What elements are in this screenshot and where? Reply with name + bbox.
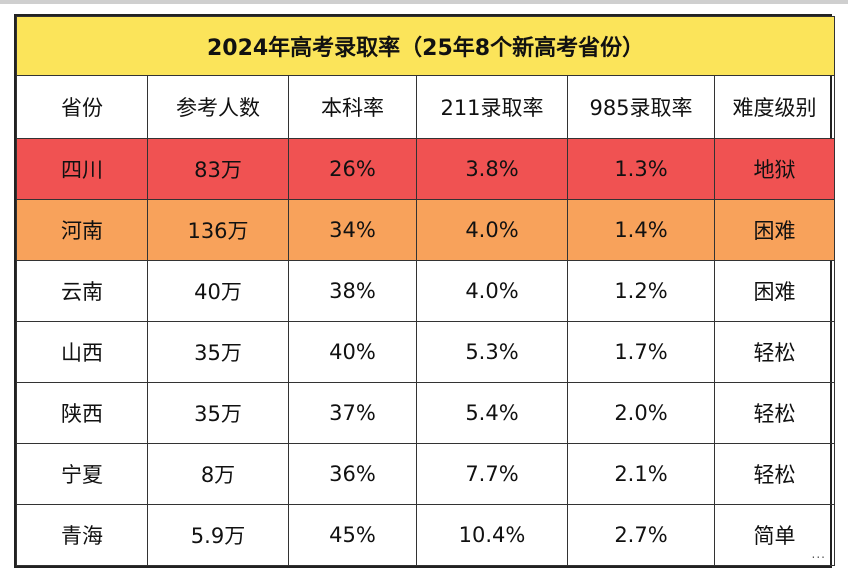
cell-211-rate: 4.0% — [416, 199, 568, 261]
cell-province: 河南 — [16, 199, 148, 261]
cell-difficulty: 轻松 — [713, 321, 836, 383]
cell-difficulty: 困难 — [713, 199, 836, 261]
cell-examinees: 35万 — [147, 382, 289, 444]
cell-985-rate: 1.7% — [567, 321, 715, 383]
cell-211-rate: 7.7% — [416, 443, 568, 505]
cell-211-rate: 5.3% — [416, 321, 568, 383]
table-row: 青海 5.9万 45% 10.4% 2.7% 简单 — [16, 504, 836, 566]
cell-province: 云南 — [16, 260, 148, 322]
cell-211-rate: 10.4% — [416, 504, 568, 566]
cell-bachelor-rate: 40% — [288, 321, 417, 383]
header-examinees: 参考人数 — [147, 75, 289, 139]
cell-province: 四川 — [16, 138, 148, 200]
cell-985-rate: 2.0% — [567, 382, 715, 444]
cell-examinees: 136万 — [147, 199, 289, 261]
cell-examinees: 83万 — [147, 138, 289, 200]
header-bachelor-rate: 本科率 — [288, 75, 417, 139]
cell-985-rate: 2.1% — [567, 443, 715, 505]
table-title-row: 2024年高考录取率（25年8个新高考省份） — [15, 16, 836, 76]
table-row: 宁夏 8万 36% 7.7% 2.1% 轻松 — [16, 443, 836, 505]
cell-province: 宁夏 — [16, 443, 148, 505]
header-211-rate: 211录取率 — [416, 75, 568, 139]
cell-985-rate: 2.7% — [567, 504, 715, 566]
cell-province: 山西 — [16, 321, 148, 383]
table-row: 四川 83万 26% 3.8% 1.3% 地狱 — [16, 138, 836, 200]
cell-province: 青海 — [16, 504, 148, 566]
header-difficulty: 难度级别 — [713, 75, 836, 139]
cell-difficulty: 轻松 — [713, 382, 836, 444]
table-title: 2024年高考录取率（25年8个新高考省份） — [15, 16, 836, 76]
cell-985-rate: 1.2% — [567, 260, 715, 322]
cell-bachelor-rate: 34% — [288, 199, 417, 261]
cell-difficulty: 地狱 — [713, 138, 836, 200]
cell-bachelor-rate: 37% — [288, 382, 417, 444]
cell-bachelor-rate: 38% — [288, 260, 417, 322]
cell-bachelor-rate: 36% — [288, 443, 417, 505]
cell-difficulty: 轻松 — [713, 443, 836, 505]
header-province: 省份 — [16, 75, 148, 139]
corner-ellipsis-mark: ... — [811, 547, 826, 561]
admission-rate-table: 2024年高考录取率（25年8个新高考省份） 省份 参考人数 本科率 211录取… — [14, 14, 836, 568]
cell-bachelor-rate: 45% — [288, 504, 417, 566]
table-row: 山西 35万 40% 5.3% 1.7% 轻松 — [16, 321, 836, 383]
table-row: 河南 136万 34% 4.0% 1.4% 困难 — [16, 199, 836, 261]
cell-985-rate: 1.3% — [567, 138, 715, 200]
top-bar — [0, 0, 848, 4]
table-row: 云南 40万 38% 4.0% 1.2% 困难 — [16, 260, 836, 322]
cell-examinees: 40万 — [147, 260, 289, 322]
cell-examinees: 8万 — [147, 443, 289, 505]
table-header-row: 省份 参考人数 本科率 211录取率 985录取率 难度级别 — [16, 75, 836, 139]
cell-985-rate: 1.4% — [567, 199, 715, 261]
table-row: 陕西 35万 37% 5.4% 2.0% 轻松 — [16, 382, 836, 444]
cell-difficulty: 困难 — [713, 260, 836, 322]
cell-difficulty: 简单 — [713, 504, 836, 566]
cell-examinees: 35万 — [147, 321, 289, 383]
cell-211-rate: 4.0% — [416, 260, 568, 322]
cell-examinees: 5.9万 — [147, 504, 289, 566]
cell-province: 陕西 — [16, 382, 148, 444]
cell-211-rate: 3.8% — [416, 138, 568, 200]
header-985-rate: 985录取率 — [567, 75, 715, 139]
cell-bachelor-rate: 26% — [288, 138, 417, 200]
cell-211-rate: 5.4% — [416, 382, 568, 444]
